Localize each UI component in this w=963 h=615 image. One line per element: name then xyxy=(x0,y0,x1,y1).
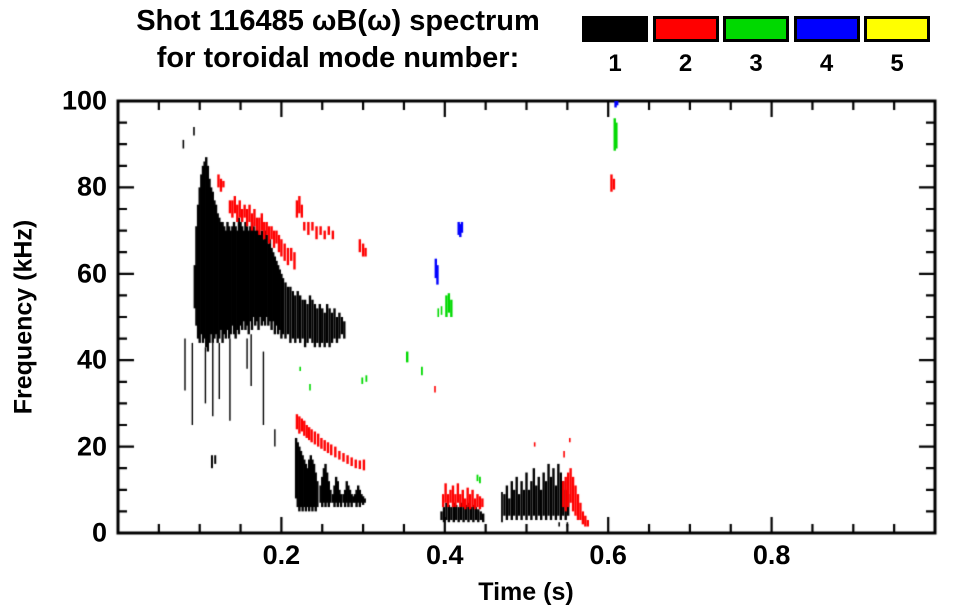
chart-title-line2: for toroidal mode number: xyxy=(156,42,520,74)
legend-label-mode-5: 5 xyxy=(890,50,904,77)
x-tick-label-0.2: 0.2 xyxy=(262,540,301,570)
legend-swatch-mode-5 xyxy=(864,16,930,42)
x-tick-label-0.4: 0.4 xyxy=(426,540,464,570)
legend-swatch-mode-1 xyxy=(582,16,648,42)
y-tick-label-0: 0 xyxy=(91,517,107,548)
legend-swatch-mode-3 xyxy=(723,16,789,42)
legend-label-mode-1: 1 xyxy=(608,50,622,77)
x-tick-label-0.8: 0.8 xyxy=(752,540,791,570)
y-tick-label-60: 60 xyxy=(76,258,107,289)
y-tick-label-100: 100 xyxy=(61,85,107,116)
x-axis-title: Time (s) xyxy=(478,578,574,606)
x-tick-label-0.6: 0.6 xyxy=(589,540,627,570)
y-axis-title: Frequency (kHz) xyxy=(9,219,38,415)
chart-title-line1: Shot 116485 ωB(ω) spectrum xyxy=(136,5,540,37)
legend-label-mode-4: 4 xyxy=(819,50,834,77)
legend-label-mode-2: 2 xyxy=(678,50,693,77)
chart-title: Shot 116485 ωB(ω) spectrum for toroidal … xyxy=(58,0,618,74)
y-tick-label-20: 20 xyxy=(76,431,107,462)
y-tick-label-80: 80 xyxy=(76,171,107,202)
legend-swatch-mode-4 xyxy=(793,16,860,42)
y-tick-label-40: 40 xyxy=(76,344,107,375)
legend-label-mode-3: 3 xyxy=(749,50,763,77)
legend-swatch-mode-2 xyxy=(652,16,719,42)
